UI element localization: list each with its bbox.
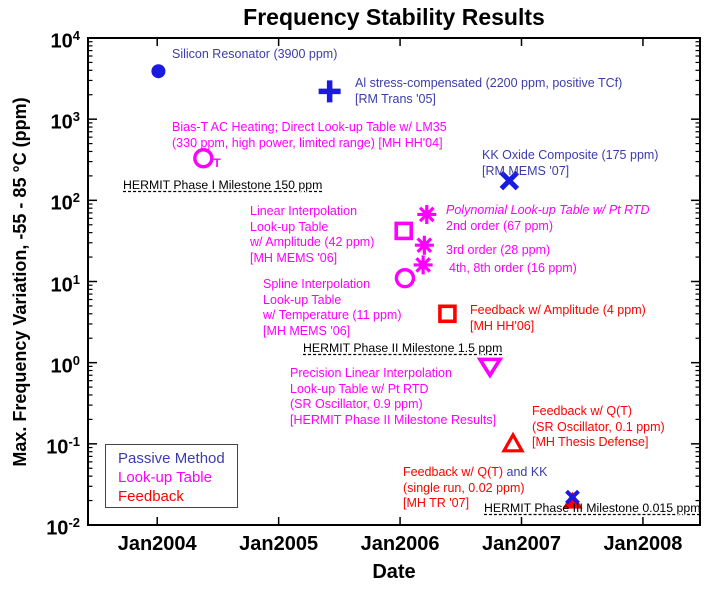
y-tick-label: 104	[50, 28, 80, 53]
y-tick-label: 101	[50, 271, 80, 297]
y-tick-label: 100	[50, 352, 80, 378]
y-tick-label: 10-2	[46, 515, 80, 540]
bias-t-label: Bias-T AC Heating; Direct Look-up Table …	[172, 120, 447, 150]
polynomial-3rd-label: 3rd order (28 ppm)	[446, 243, 551, 257]
marker-spline-interp-temperature	[394, 267, 416, 289]
marker-feedback-qt	[501, 431, 525, 453]
marker-precision-linear-interp	[476, 357, 504, 379]
marker-bias-t-ac-heating: T	[193, 148, 221, 170]
marker-feedback-qt-kk-overlay	[565, 489, 580, 505]
feedback-amplitude-label: Feedback w/ Amplitude (4 ppm) [MH HH'06]	[470, 303, 646, 333]
y-tick-label: 103	[50, 109, 80, 134]
marker-polynomial-4th-8th-order	[413, 255, 433, 275]
x-tick-label: Jan2007	[482, 533, 561, 555]
feedback-qt-kk-label: Feedback w/ Q(T) and KK (single run, 0.02…	[403, 465, 548, 511]
marker-kk-oxide-composite	[499, 170, 520, 191]
legend-item-passive-method: Passive Method	[118, 450, 225, 467]
x-tick-label: Jan2005	[239, 533, 319, 555]
hermit-phase-2-milestone: HERMIT Phase II Milestone 1.5 ppm	[303, 341, 503, 355]
polynomial-label: Polynomial Look-up Table w/ Pt RTD 2nd or…	[446, 203, 650, 233]
hermit-phase-3-milestone: HERMIT Phase III Milestone 0.015 ppm	[484, 501, 701, 515]
y-tick-label: 10-1	[46, 433, 80, 459]
marker-al-stress-compensated	[318, 80, 341, 103]
polynomial-4th-label: 4th, 8th order (16 ppm)	[449, 261, 577, 275]
marker-feedback-qt-kk	[562, 491, 583, 509]
marker-silicon-resonator	[151, 64, 166, 79]
x-tick-label: Jan2008	[603, 533, 683, 555]
precision-linear-label: Precision Linear Interpolation Look-up Ta…	[290, 366, 497, 427]
marker-polynomial-2nd-order	[417, 204, 437, 224]
y-axis-label: Max. Frequency Variation, -55 - 85 °C (p…	[10, 97, 30, 467]
marker-linear-interp-amplitude	[394, 221, 414, 241]
kk-oxide-label: KK Oxide Composite (175 ppm) [RM MEMS '07…	[482, 148, 659, 178]
al-stress-label: Al stress-compensated (2200 ppm, positiv…	[355, 76, 623, 106]
svg-text:T: T	[213, 156, 221, 170]
legend-item-look-up-table: Look-up Table	[118, 469, 212, 486]
legend-item-feedback: Feedback	[118, 488, 184, 505]
legend: Passive Method Look-up Table Feedback	[105, 444, 238, 508]
feedback-qt-label: Feedback w/ Q(T) (SR Oscillator, 0.1 ppm)…	[532, 404, 665, 450]
linear-interp-label: Linear Interpolation Look-up Table w/ Ampl…	[250, 204, 375, 265]
marker-polynomial-3rd-order	[414, 235, 434, 255]
page-title: Frequency Stability Results	[243, 4, 545, 30]
marker-feedback-amplitude	[438, 304, 457, 324]
hermit-phase-1-milestone: HERMIT Phase I Milestone 150 ppm	[123, 178, 323, 192]
spline-interp-label: Spline Interpolation Look-up Table w/ Temp…	[263, 277, 402, 338]
x-tick-label: Jan2004	[117, 533, 197, 555]
silicon-resonator-label: Silicon Resonator (3900 ppm)	[172, 47, 338, 61]
x-axis-label: Date	[372, 561, 416, 583]
x-tick-label: Jan2006	[360, 533, 440, 555]
y-tick-label: 102	[50, 190, 80, 215]
